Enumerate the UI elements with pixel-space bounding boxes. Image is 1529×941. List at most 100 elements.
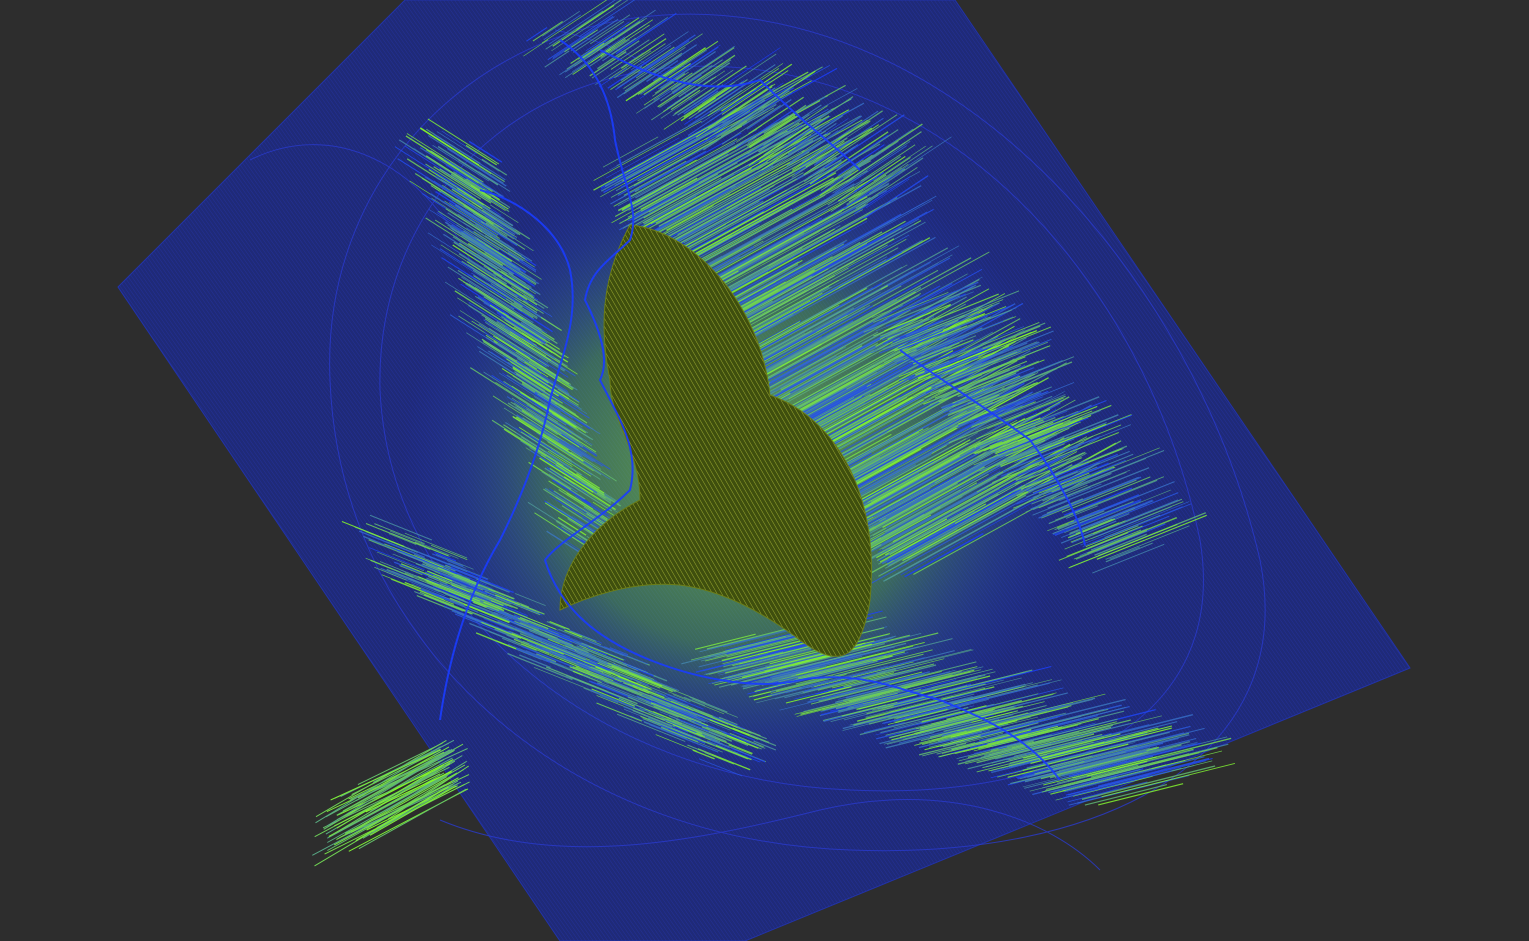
height-spike xyxy=(526,404,592,447)
height-spike xyxy=(523,39,549,57)
height-spike xyxy=(548,480,594,510)
height-spike xyxy=(687,92,752,136)
height-spike xyxy=(715,744,752,761)
height-spike xyxy=(723,256,833,317)
height-spike xyxy=(1067,518,1116,539)
height-spike xyxy=(797,655,887,679)
height-spike xyxy=(799,139,841,168)
height-spike xyxy=(694,64,776,119)
height-spike xyxy=(689,720,710,730)
height-spike xyxy=(453,241,527,289)
height-spike xyxy=(1002,410,1093,448)
height-spike xyxy=(731,255,852,322)
height-spike xyxy=(1013,765,1083,784)
height-spike xyxy=(655,734,698,752)
height-spike xyxy=(543,436,611,480)
height-spike xyxy=(678,62,731,98)
height-spike xyxy=(791,147,836,178)
height-spike xyxy=(787,139,810,155)
height-spike xyxy=(441,130,478,154)
height-spike xyxy=(483,371,550,415)
height-spike xyxy=(938,356,1026,393)
height-spike xyxy=(473,231,520,261)
height-spike xyxy=(437,567,477,584)
height-spike xyxy=(637,40,719,95)
height-spike xyxy=(595,52,644,85)
height-spike xyxy=(598,677,663,705)
height-spike xyxy=(948,342,1028,375)
height-spike xyxy=(616,141,696,186)
height-spike xyxy=(446,560,467,569)
height-spike xyxy=(447,586,502,610)
height-spike xyxy=(638,132,742,190)
height-spike xyxy=(881,700,973,724)
antenna-spike xyxy=(325,749,451,818)
height-spike xyxy=(1023,733,1121,759)
height-spike xyxy=(692,749,715,760)
height-spike xyxy=(535,630,572,647)
height-spike xyxy=(718,716,738,726)
height-spike xyxy=(512,415,584,462)
height-spike xyxy=(644,709,664,718)
height-spike xyxy=(734,642,803,661)
height-spike xyxy=(447,212,524,262)
antenna-spike xyxy=(323,759,445,830)
height-spike xyxy=(825,114,905,168)
height-spike xyxy=(1068,741,1198,775)
height-spike xyxy=(883,349,917,364)
height-spike xyxy=(935,345,1049,392)
height-spike xyxy=(917,338,979,365)
height-spike xyxy=(481,158,508,176)
height-spike xyxy=(542,647,568,659)
height-spike xyxy=(456,187,484,206)
height-spike xyxy=(842,704,947,731)
height-spike xyxy=(660,69,734,119)
height-spike xyxy=(783,115,831,148)
height-spike xyxy=(1024,459,1089,486)
height-spike xyxy=(551,649,606,672)
height-spike xyxy=(428,135,504,184)
height-spike xyxy=(842,154,873,176)
height-spike xyxy=(419,147,495,196)
height-spike xyxy=(558,489,614,525)
height-spike xyxy=(496,311,546,344)
height-spike xyxy=(452,236,514,276)
height-spike xyxy=(991,732,1148,774)
height-spike xyxy=(508,332,559,365)
height-spike xyxy=(905,290,1020,337)
height-spike xyxy=(725,238,895,332)
height-spike xyxy=(572,48,612,75)
height-spike xyxy=(1018,461,1067,482)
height-spike xyxy=(765,343,832,381)
height-spike xyxy=(860,144,916,182)
height-spike xyxy=(576,652,612,668)
height-spike xyxy=(624,52,683,92)
height-spike xyxy=(922,321,1040,370)
height-spike xyxy=(978,718,1099,750)
height-spike xyxy=(467,239,520,273)
height-spike xyxy=(931,351,1018,387)
height-spike xyxy=(1000,423,1107,468)
height-spike xyxy=(701,53,777,104)
height-spike xyxy=(956,743,1017,760)
height-spike xyxy=(405,135,467,175)
height-spike xyxy=(1071,760,1141,779)
height-spike xyxy=(1044,450,1165,499)
height-spike xyxy=(622,151,730,212)
height-spike xyxy=(809,131,889,185)
height-spike xyxy=(868,157,924,195)
height-spike xyxy=(544,50,570,68)
height-spike xyxy=(471,320,531,359)
height-spike xyxy=(898,520,956,553)
height-spike xyxy=(916,347,966,368)
height-spike xyxy=(569,630,597,642)
height-spike xyxy=(856,466,953,521)
height-spike xyxy=(898,683,1026,717)
height-spike xyxy=(741,247,949,362)
height-spike xyxy=(755,293,922,385)
height-spike xyxy=(649,723,719,753)
height-spike xyxy=(687,744,712,756)
height-spike xyxy=(636,149,777,227)
